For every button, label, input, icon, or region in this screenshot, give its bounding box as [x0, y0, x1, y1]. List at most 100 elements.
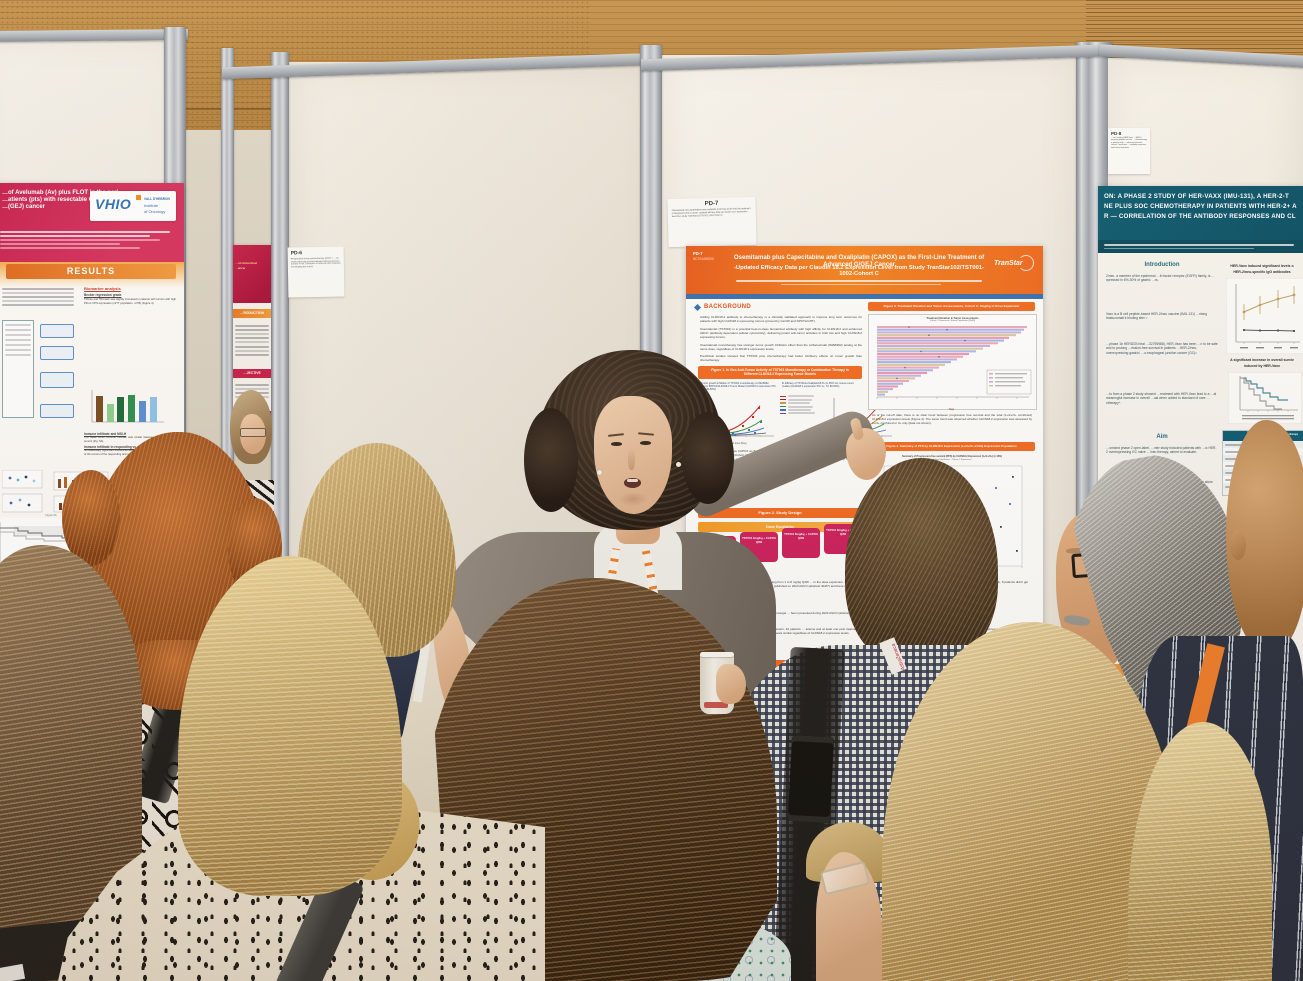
biomarker-col: Biomarker analysis Becker regression gra…	[84, 286, 176, 305]
sliver-title-frag2: …ancer	[235, 266, 246, 270]
left-woman-white-sliver	[0, 963, 26, 981]
cup-rim	[700, 652, 734, 657]
responding-heading: Immune infiltrate in responding vs. non-…	[84, 445, 168, 449]
sliver-objective-banner: …JECTIVE	[233, 369, 271, 378]
bottomright-blonde-hair	[1128, 722, 1272, 981]
background-heading-row: BACKGROUND	[693, 303, 865, 313]
fig4-subtitle2: Safety Population - Cohort C Expansion	[932, 459, 972, 461]
corner-code: PD-7	[693, 251, 703, 256]
dose-box-3: TST001 6mg/kg + CAPOX Q3W	[782, 528, 820, 558]
fig3-xlabel: Days	[948, 408, 955, 411]
left-title-2: …atients (pts) with resectable Gastric o…	[2, 197, 118, 203]
left-col-text	[2, 286, 74, 309]
foreground-blonde-hair	[178, 556, 402, 896]
redhead-curl-left	[62, 470, 120, 566]
right-poster-header: ON: A PHASE 2 STUDY OF HER-VAXX (IMU-131…	[1098, 186, 1303, 240]
background-heading: BACKGROUND	[704, 304, 751, 310]
left-poster-header: …of Avelumab (Av) plus FLOT in the peri-…	[0, 183, 184, 262]
corner-id: NCT04495296	[693, 257, 714, 261]
presenter-left-eye	[611, 442, 622, 446]
pd7-text: Osemitamab plus capecitabine and oxalipl…	[671, 207, 751, 218]
igg-caption-2: HER-2/neu-specific IgG antibodies	[1233, 270, 1291, 274]
frag-paragraph-2: …of osemitamab is mainly characterized b…	[698, 611, 926, 615]
center-authors-lines	[736, 278, 986, 286]
cutoff-text: As of the cut-off date, there is no clea…	[872, 413, 1032, 425]
fig2-banner: Figure 2. Study Design	[698, 508, 862, 518]
immune-heading: Immune infiltrate and MSI-H	[84, 432, 127, 436]
pd8-code: PD-8	[1111, 131, 1122, 136]
fig4-subtitle1: Summary of Progression-free survival (PF…	[902, 455, 1002, 458]
results-banner: RESULTS	[6, 264, 176, 279]
immune-col: Immune infiltrate and MSI-H The basal tu…	[84, 432, 176, 456]
intro-p4: …ts from a phase 2 study showed …reatmen…	[1106, 392, 1217, 405]
presenter-teeth	[627, 479, 638, 482]
flow-box-3	[40, 372, 74, 388]
left-flowchart	[2, 320, 76, 440]
transtar-logo: TranStar	[992, 255, 1038, 277]
diamond-icon	[693, 303, 702, 312]
presenter-chin-shade	[618, 492, 648, 506]
presenter-mouth-open	[624, 478, 641, 488]
right-authors-strip	[1098, 240, 1303, 253]
sliver-introduction-banner: …RODUCTION	[233, 309, 271, 318]
vhio-logo-text: VHIO	[95, 196, 132, 212]
presenter-hair-curl-right	[682, 412, 734, 504]
left-poster-authors	[0, 229, 176, 252]
presenter-earring-left	[597, 470, 602, 475]
os-caption-2: induced by HER-Vaxx	[1244, 364, 1280, 368]
becker-text: TRG1a and TRG1a/b was slightly increased…	[84, 298, 176, 305]
vhio-org-2: Institute	[144, 203, 159, 208]
outcome-col2: Chemotherapy	[1281, 433, 1299, 436]
center-blue-bar	[686, 294, 1043, 299]
presenter-hair-curl-left	[524, 408, 578, 512]
dose-escalation-bar: Dose Escalation	[698, 522, 862, 532]
session-label-pd6: PD-6 Perioperative immunochemotherapy (m…	[287, 246, 345, 298]
vhio-org-3: of Oncology	[144, 209, 166, 214]
background-bullet-4: Preclinical studies showed that TST001 p…	[700, 354, 862, 362]
presenter-right-eyebrow	[637, 432, 655, 437]
session-label-pd7: PD-7 Osemitamab plus capecitabine and ox…	[667, 196, 757, 248]
transtar-star-icon	[1018, 255, 1034, 271]
becker-heading: Becker regression grade	[84, 293, 122, 297]
right-title-3: R — CORRELATION OF THE ANTIBODY RESPONSE…	[1104, 213, 1296, 220]
cup-fingers	[716, 664, 746, 704]
gingham-man-hair	[845, 458, 998, 668]
gap-woman-glasses	[240, 428, 266, 437]
left-board-top-rail	[0, 29, 189, 42]
fig1b-caption: B. Efficacy of TST001+Oxaliplatin/5-FU i…	[782, 382, 854, 389]
fig5a-caption: Figure 5A	[45, 514, 57, 517]
presenter-earring-right	[676, 462, 681, 467]
pd6-code: PD-6	[290, 250, 303, 257]
swimmer-plot-frame: Treatment Duration & Tumor Assessments C…	[868, 314, 1037, 410]
background-bullet-2: Osemitamab (TST001) is a potential best-…	[700, 327, 862, 339]
igg-caption-1: HER-Vaxx induced significant levels o	[1230, 264, 1294, 268]
gap-woman-face	[240, 414, 266, 454]
fig1a-caption: A. Tumor growth inhibition of TST001 mon…	[698, 382, 776, 392]
os-km-chart	[1228, 372, 1302, 424]
center-title-1: Osemitamab plus Capecitabine and Oxalipl…	[733, 254, 985, 268]
responding-text: No statistically significant differences…	[84, 449, 176, 456]
os-caption-1: A significant increase in overall surviv	[1230, 358, 1294, 362]
sliver-textlines	[235, 323, 269, 358]
flow-box-1	[40, 324, 74, 338]
center-poster-header: PD-7 NCT04495296 Osemitamab plus Capecit…	[686, 246, 1043, 294]
navy-man-mustache	[1063, 614, 1091, 627]
flow-box-2	[40, 346, 74, 360]
longhair-woman-hair	[425, 578, 777, 981]
legend-row	[780, 408, 820, 411]
flow-table	[2, 320, 34, 418]
legend-row	[780, 412, 820, 415]
biomarker-heading: Biomarker analysis	[84, 286, 121, 291]
right-title-1: ON: A PHASE 2 STUDY OF HER-VAXX (IMU-131…	[1104, 193, 1289, 200]
pd7-code: PD-7	[704, 200, 719, 208]
aim-heading: Aim	[1156, 434, 1168, 440]
background-bullet-1: Adding CLDN18.2 antibody to chemotherapy…	[700, 315, 862, 323]
fig3-banner: Figure 3. Treatment Duration and Tumor A…	[868, 302, 1035, 311]
strap-buckle	[787, 735, 835, 824]
sliver-title-frag: …strointestinal	[235, 261, 257, 265]
fig1a-xlabel: Post dose (Day)	[729, 442, 747, 445]
presenter-nose-shadow	[628, 448, 635, 470]
igg-line-chart	[1226, 278, 1303, 354]
intro-heading: Introduction	[1144, 262, 1180, 268]
pd6-text: Perioperative immunochemotherapy (mDCF +…	[290, 257, 341, 269]
